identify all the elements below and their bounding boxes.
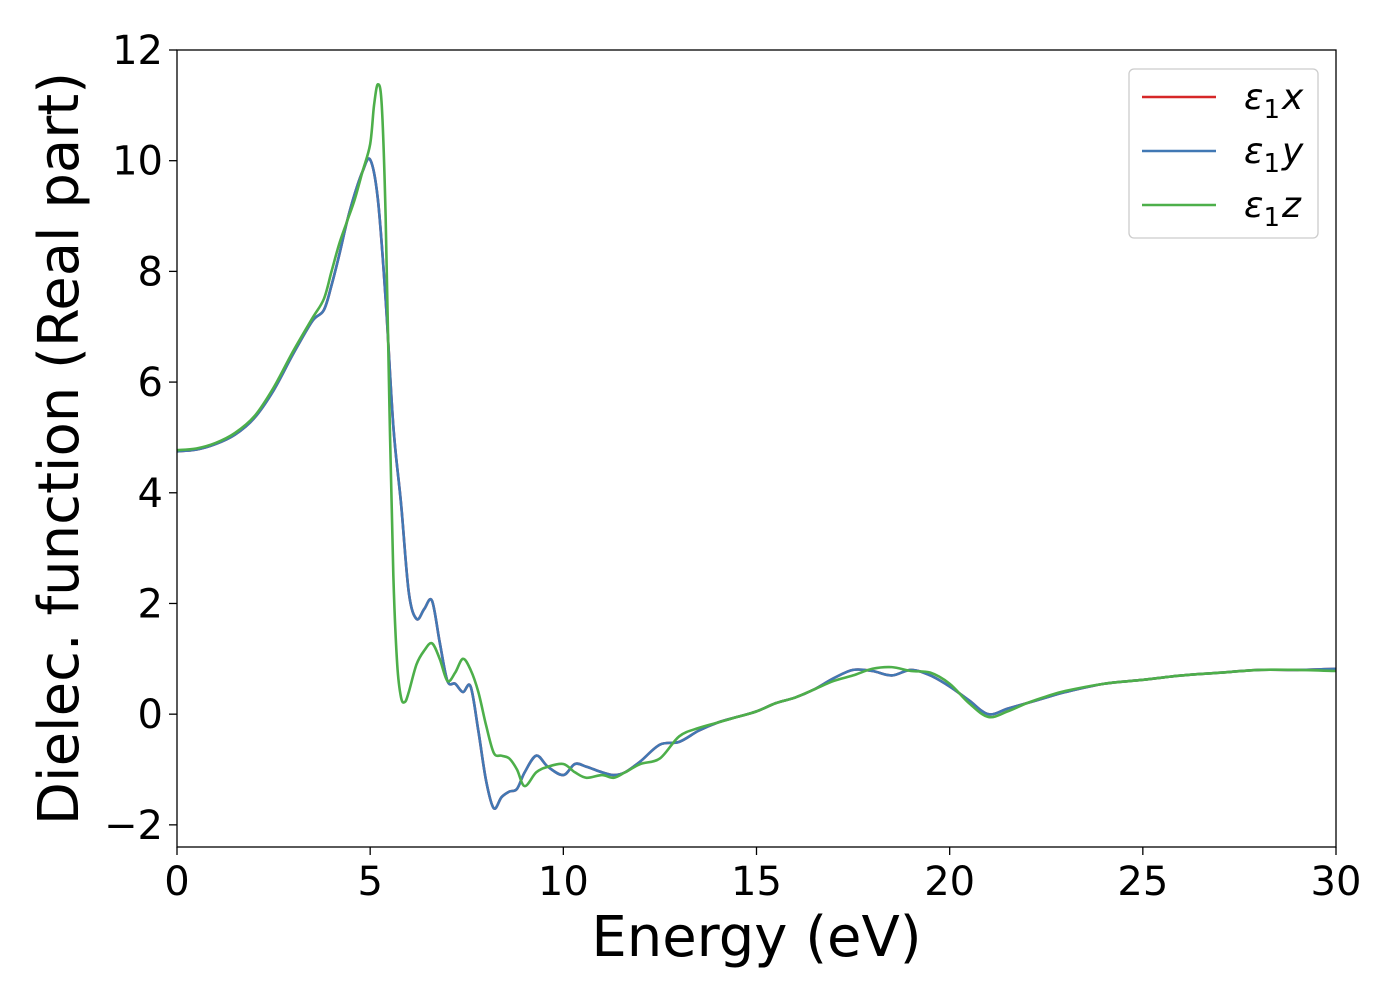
- x-tick-label: 5: [357, 859, 382, 905]
- legend-label-component: x: [1281, 77, 1304, 118]
- series-layer: [177, 83, 1336, 810]
- y-tick-label: 2: [138, 581, 163, 627]
- legend-label-z: ε1z: [1244, 185, 1302, 233]
- y-tick-label: 0: [138, 692, 163, 738]
- x-tick-label: 10: [538, 859, 589, 905]
- series-line-y: [177, 157, 1336, 810]
- series-line-z: [177, 83, 1336, 788]
- y-tick-label: 12: [112, 28, 163, 74]
- legend-label-component: y: [1281, 131, 1304, 172]
- legend-label-x: ε1x: [1244, 77, 1304, 125]
- legend-label-subscript: 1: [1263, 149, 1280, 179]
- x-tick-label: 30: [1311, 859, 1362, 905]
- x-tick-label: 25: [1117, 859, 1168, 905]
- legend-label-symbol: ε: [1244, 185, 1263, 226]
- legend-label-symbol: ε: [1244, 77, 1263, 118]
- y-tick-label: 8: [138, 249, 163, 295]
- legend-label-subscript: 1: [1263, 203, 1280, 233]
- y-tick-label: −2: [104, 803, 163, 849]
- x-tick-label: 0: [164, 859, 189, 905]
- legend-label-subscript: 1: [1263, 95, 1280, 125]
- legend-box: [1128, 68, 1319, 239]
- x-tick-label: 15: [731, 859, 782, 905]
- y-axis-title: Dielec. function (Real part): [27, 72, 92, 825]
- x-tick-label: 20: [924, 859, 975, 905]
- y-axis-ticks: −2 0 2 4 6 8 10 12: [104, 28, 177, 849]
- legend-label-component: z: [1281, 185, 1302, 226]
- x-axis-title: Energy (eV): [591, 905, 921, 970]
- y-tick-label: 10: [112, 139, 163, 185]
- legend-label-symbol: ε: [1244, 131, 1263, 172]
- x-axis-ticks: 0 5 10 15 20 25 30: [164, 847, 1361, 905]
- legend-label-y: ε1y: [1244, 131, 1304, 179]
- y-tick-label: 4: [138, 471, 163, 517]
- y-tick-label: 6: [138, 360, 163, 406]
